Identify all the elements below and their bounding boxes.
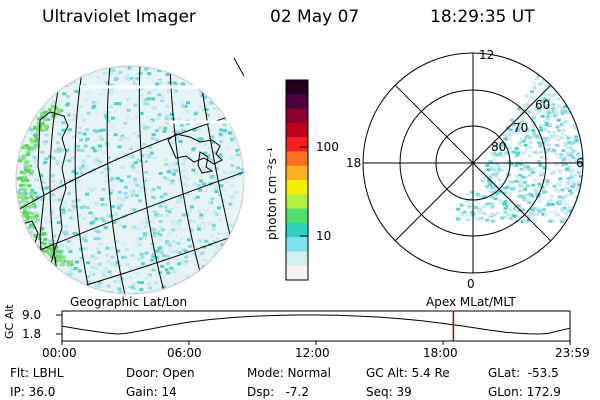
colorbar-segment <box>286 222 308 238</box>
mlt-label-12: 12 <box>479 48 495 62</box>
colorbar-segment <box>286 108 308 124</box>
xtick-2: 12:00 <box>295 346 330 360</box>
colorbar-segment <box>286 165 308 181</box>
colorbar-segment <box>286 265 308 281</box>
filter-status: Flt: LBHL <box>10 366 64 380</box>
colorbar-segment <box>286 237 308 252</box>
colorbar-segment <box>286 80 308 95</box>
colorbar-segment <box>286 94 308 110</box>
xtick-1: 06:00 <box>167 346 202 360</box>
gcalt-status: GC Alt: 5.4 Re <box>366 366 450 380</box>
colorbar <box>285 79 309 281</box>
glat-status: GLat: -53.5 <box>488 366 559 380</box>
mlt-label-0: 0 <box>467 277 475 291</box>
colorbar-tick-100: 100 <box>316 140 339 154</box>
seq-status: Seq: 39 <box>366 385 412 399</box>
time-label: 18:29:35 UT <box>430 7 535 27</box>
polar-plot <box>362 52 584 274</box>
geographic-globe <box>15 57 245 295</box>
colorbar-segment <box>286 137 308 152</box>
glon-status: GLon: 172.9 <box>488 385 561 399</box>
mlt-label-18: 18 <box>346 156 362 170</box>
instrument-title: Ultraviolet Imager <box>42 7 196 27</box>
mode-status: Mode: Normal <box>247 366 331 380</box>
ip-status: IP: 36.0 <box>10 385 56 399</box>
lat-label-60: 60 <box>535 98 551 112</box>
colorbar-segment <box>286 208 308 224</box>
mlt-label-6: 6 <box>576 156 584 170</box>
colorbar-segment <box>286 122 308 138</box>
colorbar-segment <box>286 180 308 195</box>
dsp-status: Dsp: -7.2 <box>247 385 310 399</box>
right-panel-label: Apex MLat/MLT <box>426 295 516 309</box>
xtick-4: 23:59 <box>555 346 590 360</box>
lat-label-70: 70 <box>513 121 529 135</box>
door-status: Door: Open <box>126 366 195 380</box>
geographic-grid <box>17 66 244 294</box>
chart-ylabel: GC Alt <box>3 304 16 339</box>
altitude-series <box>61 314 570 335</box>
ytick-top: 9.0 <box>22 308 42 322</box>
colorbar-tick-10: 10 <box>316 229 332 243</box>
gain-status: Gain: 14 <box>126 385 177 399</box>
xtick-3: 18:00 <box>423 346 458 360</box>
left-panel-label: Geographic Lat/Lon <box>70 295 188 309</box>
ytick-bottom: 1.8 <box>22 327 42 341</box>
colorbar-label: photon cm⁻²s⁻¹ <box>265 147 279 240</box>
altitude-chart <box>56 310 571 345</box>
lat-label-80: 80 <box>491 140 507 154</box>
xtick-0: 00:00 <box>42 346 77 360</box>
colorbar-segment <box>286 251 308 267</box>
colorbar-segment <box>286 194 308 210</box>
date-label: 02 May 07 <box>270 7 360 27</box>
colorbar-segment <box>286 151 308 167</box>
